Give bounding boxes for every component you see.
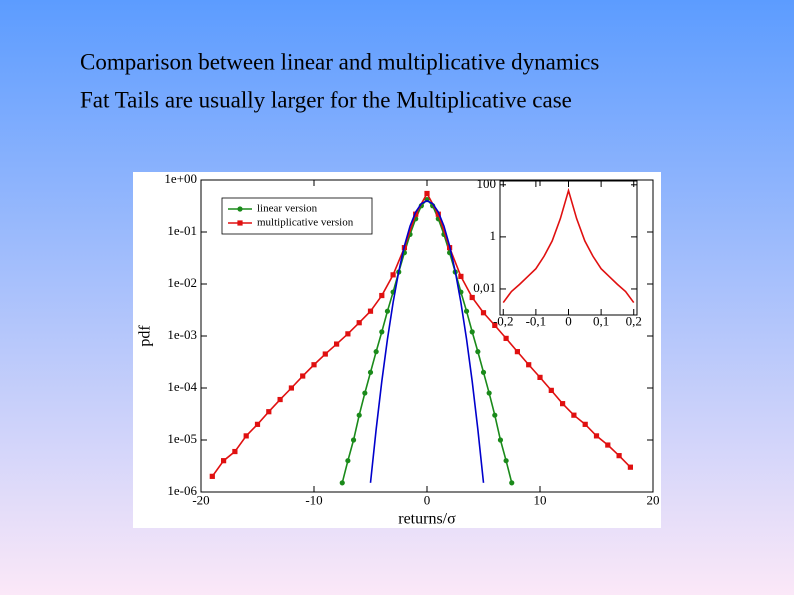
point — [458, 273, 464, 280]
point — [526, 362, 532, 368]
y-tick-label: 1e-02 — [167, 275, 197, 290]
point — [300, 373, 306, 379]
y-tick-label: 0,01 — [473, 280, 496, 295]
series-line — [369, 199, 485, 483]
point — [582, 421, 588, 427]
point — [322, 351, 328, 357]
legend-label: linear version — [257, 203, 318, 215]
point — [463, 308, 470, 314]
legend-marker — [237, 206, 243, 212]
point — [475, 349, 481, 355]
point — [486, 390, 492, 396]
y-tick-label: 1 — [490, 228, 497, 243]
point — [593, 433, 600, 439]
point — [469, 329, 475, 335]
point — [334, 341, 340, 347]
chart: -20 -10 0 10 201e+001e-011e-021e-031e-041e-0… — [137, 171, 660, 528]
y-axis-label: pdf — [137, 325, 154, 347]
y-tick-label: 1e-01 — [167, 223, 197, 238]
slide-text: Comparison between linear and multiplica… — [80, 49, 599, 74]
point — [350, 437, 357, 443]
point — [503, 335, 509, 341]
point — [367, 308, 374, 314]
point — [373, 349, 379, 355]
point — [616, 453, 622, 459]
point — [605, 442, 611, 448]
x-tick-label: 20 — [647, 493, 660, 508]
point — [356, 412, 362, 418]
y-tick-label: 1e-06 — [167, 483, 197, 498]
point — [209, 473, 215, 479]
point — [379, 329, 385, 335]
point — [480, 310, 487, 316]
point — [571, 412, 577, 418]
point — [288, 385, 294, 391]
x-tick-label: 10 — [534, 493, 547, 508]
point — [384, 308, 391, 314]
series-line — [502, 187, 635, 304]
point — [277, 396, 283, 403]
x-tick-label: -0,1 — [526, 313, 547, 328]
point — [560, 401, 566, 407]
y-tick-label: 100 — [477, 176, 497, 191]
legend-marker — [237, 220, 243, 226]
x-tick-label: 0 — [424, 493, 431, 508]
point — [339, 480, 345, 486]
legend-box — [221, 197, 373, 235]
point — [362, 390, 368, 396]
point — [413, 211, 419, 217]
y-tick-label: 1e+00 — [164, 171, 197, 186]
x-tick-label: 0 — [565, 313, 572, 328]
point — [435, 211, 441, 217]
point — [469, 294, 475, 301]
point — [379, 292, 385, 299]
x-tick-label: -10 — [305, 493, 322, 508]
x-tick-label: -20 — [192, 493, 209, 508]
point — [345, 458, 351, 464]
point — [627, 464, 633, 470]
point — [356, 320, 362, 326]
legend-label: multiplicative version — [257, 217, 354, 229]
point — [232, 448, 238, 455]
point — [424, 190, 430, 197]
point — [221, 458, 227, 464]
x-tick-label: 0,1 — [593, 313, 609, 328]
point — [311, 362, 317, 368]
point — [492, 412, 498, 418]
y-tick-label: 1e-03 — [167, 327, 197, 342]
point — [367, 369, 374, 375]
point — [492, 322, 498, 328]
point — [537, 374, 543, 380]
point — [480, 369, 487, 375]
point — [243, 433, 249, 439]
point — [254, 421, 261, 427]
slide-text: Fat Tails are usually larger for the Mul… — [80, 87, 572, 112]
point — [509, 480, 515, 486]
point — [345, 331, 351, 337]
x-tick-label: 0,2 — [626, 313, 642, 328]
point — [266, 409, 272, 415]
point — [497, 437, 504, 443]
point — [548, 387, 554, 393]
point — [514, 349, 520, 355]
point — [503, 458, 509, 464]
y-tick-label: 1e-04 — [167, 379, 197, 394]
chart-background — [133, 172, 661, 528]
y-tick-label: 1e-05 — [167, 431, 197, 446]
x-tick-label: -0,2 — [493, 313, 514, 328]
point — [390, 272, 396, 278]
x-axis-label: returns/σ — [398, 511, 456, 528]
